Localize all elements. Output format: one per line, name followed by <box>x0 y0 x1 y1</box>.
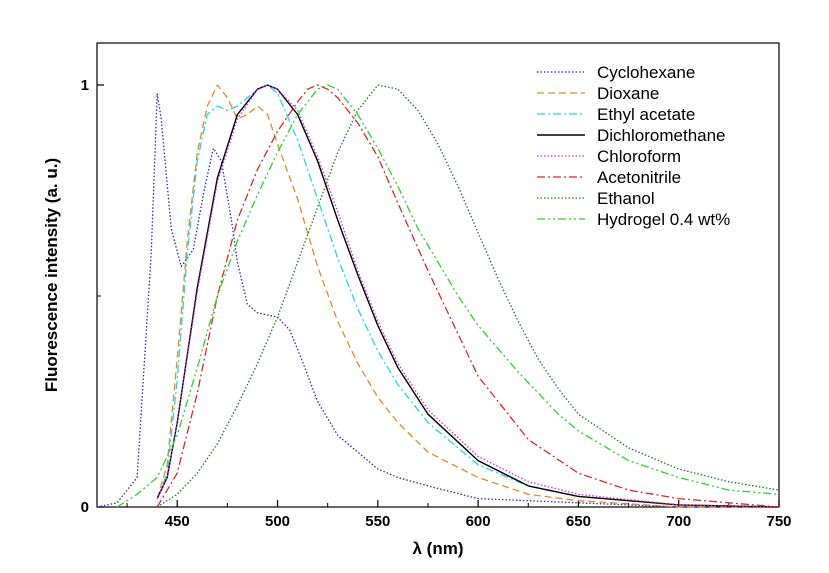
y-tick-label: 0 <box>81 499 89 516</box>
series-line-chloroform <box>156 84 780 508</box>
series-line-hydrogel-0-4-wt <box>116 84 780 508</box>
legend-item: Hydrogel 0.4 wt% <box>537 210 730 229</box>
legend-item: Ethanol <box>537 189 655 208</box>
legend: Cyclohexane Dioxane Ethyl acetate Dichlorom… <box>537 63 730 229</box>
x-tick-label: 650 <box>566 513 591 530</box>
legend-label: Dioxane <box>597 84 659 103</box>
legend-label: Ethyl acetate <box>597 105 695 124</box>
legend-item: Ethyl acetate <box>537 105 695 124</box>
legend-item: Dichloromethane <box>537 126 726 145</box>
x-tick-label: 700 <box>666 513 691 530</box>
y-axis-title: Fluorescence intensity (a. u.) <box>42 158 61 392</box>
plot-area-frame <box>96 42 780 508</box>
x-tick-label: 500 <box>265 513 290 530</box>
data-series-layer <box>96 84 780 508</box>
axis-ticks: 450 500 550 600 650 700 750 0 1 <box>81 77 792 530</box>
legend-item: Chloroform <box>537 147 681 166</box>
y-tick-label: 1 <box>81 77 89 94</box>
series-line-acetonitrile <box>156 84 780 508</box>
legend-label: Chloroform <box>597 147 681 166</box>
x-tick-label: 450 <box>165 513 190 530</box>
legend-item: Acetonitrile <box>537 168 681 187</box>
x-tick-label: 550 <box>365 513 390 530</box>
series-line-ethyl-acetate <box>156 84 780 508</box>
legend-item: Cyclohexane <box>537 63 695 82</box>
x-tick-label: 600 <box>466 513 491 530</box>
series-line-dichloromethane <box>156 84 780 508</box>
legend-item: Dioxane <box>537 84 659 103</box>
legend-label: Acetonitrile <box>597 168 681 187</box>
series-line-ethanol <box>156 84 780 508</box>
legend-label: Ethanol <box>597 189 655 208</box>
legend-label: Hydrogel 0.4 wt% <box>597 210 730 229</box>
legend-label: Dichloromethane <box>597 126 726 145</box>
legend-label: Cyclohexane <box>597 63 695 82</box>
x-tick-label: 750 <box>766 513 791 530</box>
x-axis-title: λ (nm) <box>413 539 464 558</box>
